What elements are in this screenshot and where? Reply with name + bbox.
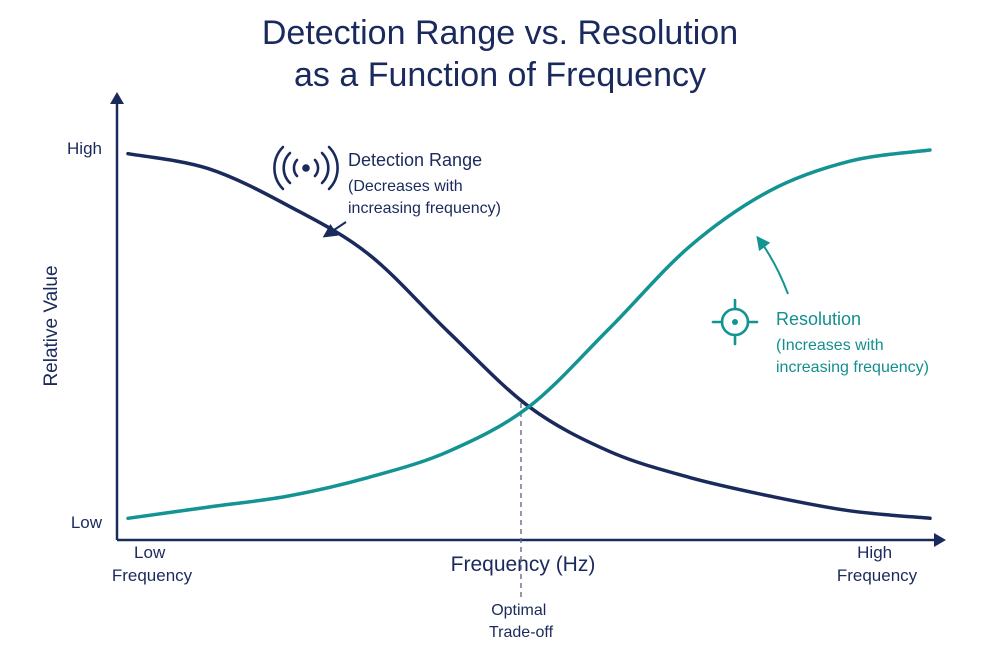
detection-range-annotation-title: Detection Range: [348, 150, 482, 170]
detection-range-annotation: Detection Range (Decreases with increasi…: [348, 150, 501, 217]
crosshair-target-icon: [711, 298, 759, 346]
y-axis-arrow-icon: [110, 92, 124, 104]
x-axis-label: Frequency (Hz): [451, 553, 596, 576]
y-axis-label: Relative Value: [41, 265, 62, 386]
detection-range-annotation-line-3: increasing frequency): [348, 200, 501, 217]
x-tick-label-high-line-2: Frequency: [837, 566, 918, 585]
optimal-trade-off-label-line-2: Trade-off: [489, 624, 554, 641]
x-tick-label-low-line-1: Low: [134, 543, 166, 562]
chart-title-line-2: as a Function of Frequency: [293, 56, 706, 94]
x-tick-label-low-line-2: Frequency: [112, 566, 193, 585]
series-line-resolution: [126, 148, 932, 521]
x-tick-label-low: Low Frequency: [112, 543, 193, 585]
optimal-trade-off-label-line-1: Optimal: [491, 602, 546, 619]
radio-waves-icon: [273, 145, 339, 191]
x-axis-arrow-icon: [934, 533, 946, 547]
resolution-pointer-arrow: [756, 235, 789, 295]
y-tick-label-high: High: [67, 139, 102, 158]
resolution-annotation: Resolution (Increases with increasing fr…: [776, 309, 929, 376]
chart-title: Detection Range vs. Resolution as a Func…: [0, 12, 1000, 96]
detection-range-annotation-line-2: (Decreases with: [348, 178, 463, 195]
detection-range-pointer-arrow: [322, 221, 347, 238]
x-tick-label-high: High Frequency: [837, 543, 918, 585]
resolution-annotation-title: Resolution: [776, 309, 861, 329]
y-tick-label-low: Low: [71, 513, 103, 532]
x-tick-label-high-line-1: High: [857, 543, 892, 562]
optimal-trade-off-label: Optimal Trade-off: [489, 602, 554, 641]
series-line-detection-range: [126, 151, 932, 521]
chart-title-line-1: Detection Range vs. Resolution: [261, 14, 739, 52]
resolution-annotation-line-2: (Increases with: [776, 337, 884, 354]
resolution-annotation-line-3: increasing frequency): [776, 359, 929, 376]
